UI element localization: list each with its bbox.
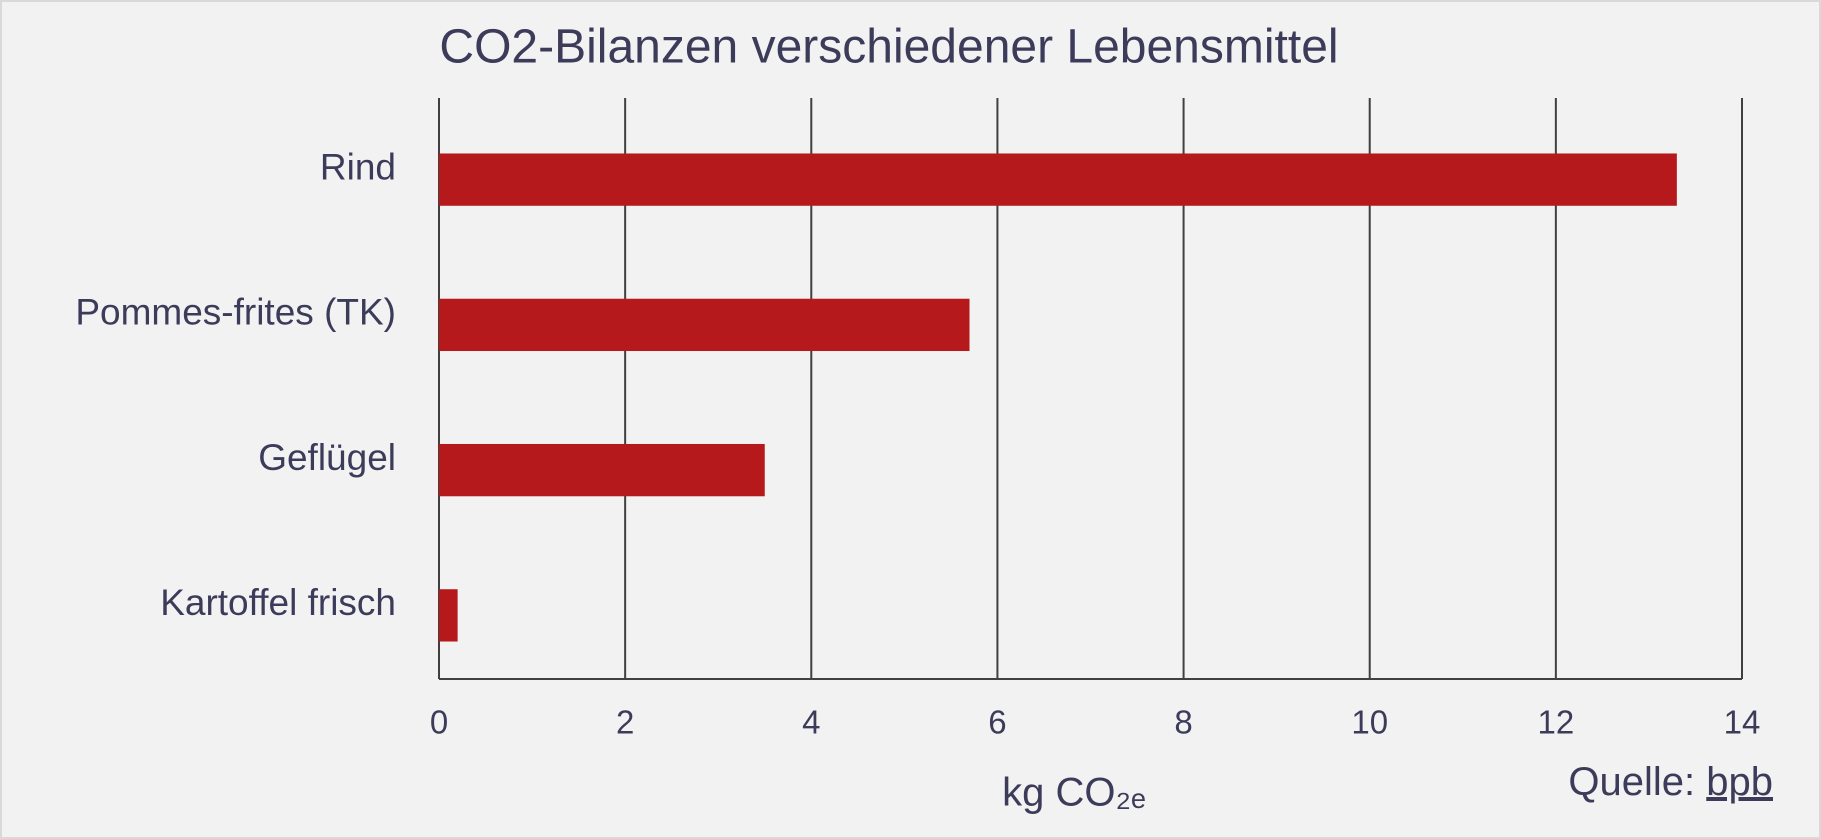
bar	[439, 443, 765, 497]
bar	[439, 153, 1677, 206]
source-label: Quelle:	[1568, 760, 1695, 804]
source-link[interactable]: bpb	[1706, 760, 1773, 804]
x-tick-label: 14	[1724, 704, 1761, 741]
x-tick-label: 8	[1174, 704, 1192, 741]
y-tick-label: Rind	[320, 146, 396, 187]
x-tick-label: 4	[802, 704, 820, 741]
x-tick-label: 0	[430, 704, 448, 741]
x-tick-label: 2	[616, 704, 634, 741]
source: Quelle: bpb	[1568, 760, 1773, 804]
y-tick-label: Geflügel	[258, 437, 396, 478]
x-tick-label: 10	[1351, 704, 1388, 741]
y-tick-label: Pommes-frites (TK)	[75, 292, 396, 333]
bar	[439, 298, 970, 352]
y-tick-label: Kartoffel frisch	[160, 582, 396, 623]
x-tick-label: 6	[988, 704, 1006, 741]
x-tick-label: 12	[1537, 704, 1574, 741]
chart-title: CO2-Bilanzen verschiedener Lebensmittel	[439, 21, 1338, 74]
x-axis-label: kg CO₂ₑ	[1002, 771, 1146, 815]
bar	[439, 589, 458, 642]
